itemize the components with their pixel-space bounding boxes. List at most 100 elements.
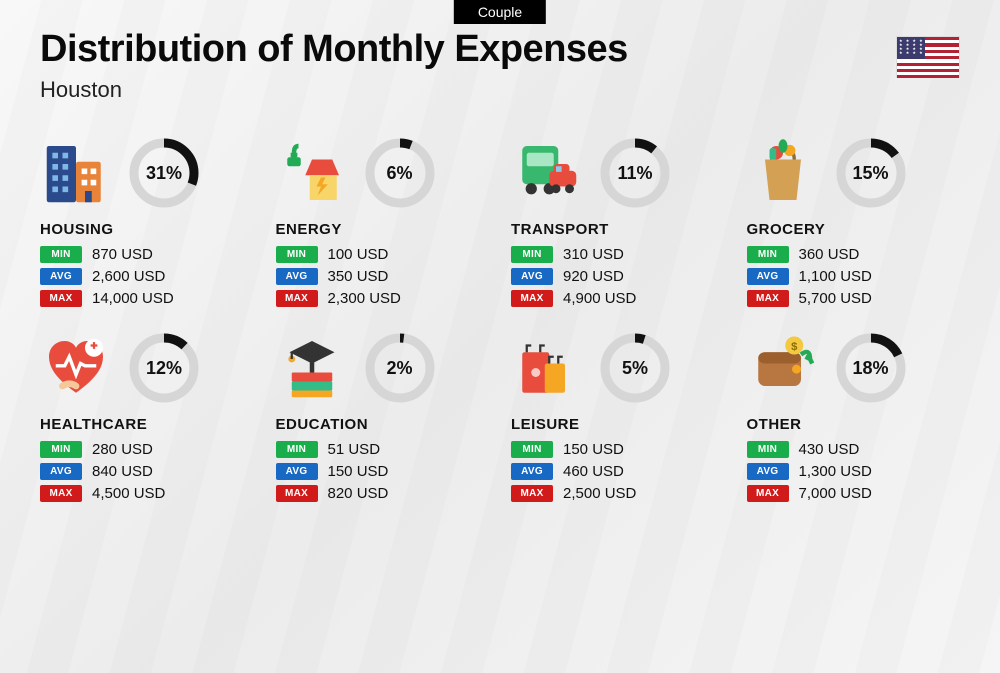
stat-row-max: MAX 7,000 USD	[747, 485, 961, 502]
category-name: OTHER	[747, 416, 961, 433]
household-type-badge: Couple	[454, 0, 546, 24]
stat-row-max: MAX 5,700 USD	[747, 290, 961, 307]
stat-row-avg: AVG 460 USD	[511, 463, 725, 480]
category-card: $ 18% OTHER MIN 430 USD AVG 1,300 USD MA…	[747, 330, 961, 507]
min-value: 150 USD	[563, 441, 624, 458]
stat-row-min: MIN 360 USD	[747, 246, 961, 263]
avg-badge: AVG	[40, 268, 82, 285]
min-value: 100 USD	[328, 246, 389, 263]
max-badge: MAX	[276, 290, 318, 307]
stat-row-avg: AVG 350 USD	[276, 268, 490, 285]
min-badge: MIN	[747, 246, 789, 263]
min-value: 430 USD	[799, 441, 860, 458]
category-name: LEISURE	[511, 416, 725, 433]
avg-badge: AVG	[511, 463, 553, 480]
min-badge: MIN	[276, 441, 318, 458]
stat-row-avg: AVG 920 USD	[511, 268, 725, 285]
energy-icon	[276, 137, 348, 209]
stat-row-avg: AVG 2,600 USD	[40, 268, 254, 285]
avg-value: 1,100 USD	[799, 268, 872, 285]
stat-row-max: MAX 4,900 USD	[511, 290, 725, 307]
country-flag-us: ★ ★ ★ ★★ ★ ★ ★★ ★ ★ ★★ ★ ★ ★	[896, 36, 960, 78]
percent-value: 6%	[362, 135, 438, 211]
percent-donut: 15%	[833, 135, 909, 211]
category-name: TRANSPORT	[511, 221, 725, 238]
avg-badge: AVG	[747, 463, 789, 480]
stat-row-max: MAX 820 USD	[276, 485, 490, 502]
max-badge: MAX	[511, 290, 553, 307]
avg-badge: AVG	[40, 463, 82, 480]
min-badge: MIN	[511, 246, 553, 263]
category-name: HEALTHCARE	[40, 416, 254, 433]
max-value: 4,900 USD	[563, 290, 636, 307]
stat-row-min: MIN 280 USD	[40, 441, 254, 458]
percent-donut: 2%	[362, 330, 438, 406]
min-value: 51 USD	[328, 441, 381, 458]
min-value: 310 USD	[563, 246, 624, 263]
max-badge: MAX	[40, 290, 82, 307]
other-icon: $	[747, 332, 819, 404]
percent-donut: 11%	[597, 135, 673, 211]
avg-value: 460 USD	[563, 463, 624, 480]
stat-row-max: MAX 2,500 USD	[511, 485, 725, 502]
percent-donut: 31%	[126, 135, 202, 211]
category-card: 6% ENERGY MIN 100 USD AVG 350 USD MAX 2,…	[276, 135, 490, 312]
min-value: 360 USD	[799, 246, 860, 263]
svg-text:$: $	[791, 341, 798, 353]
max-badge: MAX	[511, 485, 553, 502]
leisure-icon	[511, 332, 583, 404]
stat-row-max: MAX 4,500 USD	[40, 485, 254, 502]
grocery-icon	[747, 137, 819, 209]
avg-badge: AVG	[276, 268, 318, 285]
min-badge: MIN	[40, 441, 82, 458]
percent-value: 12%	[126, 330, 202, 406]
stat-row-min: MIN 150 USD	[511, 441, 725, 458]
category-name: GROCERY	[747, 221, 961, 238]
min-value: 870 USD	[92, 246, 153, 263]
avg-value: 2,600 USD	[92, 268, 165, 285]
min-badge: MIN	[511, 441, 553, 458]
avg-badge: AVG	[747, 268, 789, 285]
max-value: 2,300 USD	[328, 290, 401, 307]
category-card: 5% LEISURE MIN 150 USD AVG 460 USD MAX 2…	[511, 330, 725, 507]
max-value: 4,500 USD	[92, 485, 165, 502]
education-icon	[276, 332, 348, 404]
avg-badge: AVG	[511, 268, 553, 285]
avg-value: 920 USD	[563, 268, 624, 285]
max-badge: MAX	[747, 290, 789, 307]
percent-donut: 6%	[362, 135, 438, 211]
max-value: 5,700 USD	[799, 290, 872, 307]
max-value: 2,500 USD	[563, 485, 636, 502]
max-badge: MAX	[40, 485, 82, 502]
category-name: EDUCATION	[276, 416, 490, 433]
category-card: 2% EDUCATION MIN 51 USD AVG 150 USD MAX …	[276, 330, 490, 507]
max-value: 820 USD	[328, 485, 389, 502]
max-badge: MAX	[747, 485, 789, 502]
stat-row-max: MAX 14,000 USD	[40, 290, 254, 307]
percent-value: 11%	[597, 135, 673, 211]
percent-value: 5%	[597, 330, 673, 406]
buildings-icon	[40, 137, 112, 209]
max-value: 7,000 USD	[799, 485, 872, 502]
transport-icon	[511, 137, 583, 209]
avg-value: 350 USD	[328, 268, 389, 285]
percent-value: 18%	[833, 330, 909, 406]
percent-donut: 5%	[597, 330, 673, 406]
stat-row-min: MIN 51 USD	[276, 441, 490, 458]
stat-row-min: MIN 870 USD	[40, 246, 254, 263]
percent-donut: 12%	[126, 330, 202, 406]
percent-donut: 18%	[833, 330, 909, 406]
stat-row-min: MIN 310 USD	[511, 246, 725, 263]
stat-row-avg: AVG 150 USD	[276, 463, 490, 480]
stat-row-avg: AVG 840 USD	[40, 463, 254, 480]
avg-value: 150 USD	[328, 463, 389, 480]
stat-row-avg: AVG 1,300 USD	[747, 463, 961, 480]
stat-row-min: MIN 430 USD	[747, 441, 961, 458]
min-badge: MIN	[40, 246, 82, 263]
percent-value: 15%	[833, 135, 909, 211]
max-badge: MAX	[276, 485, 318, 502]
percent-value: 31%	[126, 135, 202, 211]
avg-value: 840 USD	[92, 463, 153, 480]
category-card: 31% HOUSING MIN 870 USD AVG 2,600 USD MA…	[40, 135, 254, 312]
category-card: 15% GROCERY MIN 360 USD AVG 1,100 USD MA…	[747, 135, 961, 312]
